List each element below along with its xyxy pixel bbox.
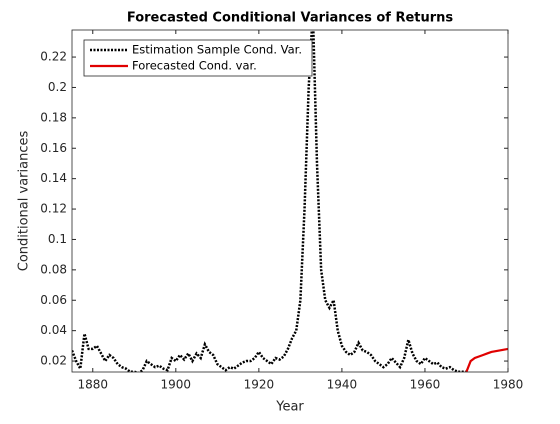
- y-tick-label: 0.04: [40, 323, 67, 337]
- y-tick-label: 0.08: [40, 262, 67, 276]
- y-tick-label: 0.16: [40, 141, 67, 155]
- y-tick-label: 0.02: [40, 354, 67, 368]
- chart-title: Forecasted Conditional Variances of Retu…: [127, 11, 454, 26]
- x-tick-label: 1960: [410, 378, 441, 392]
- legend-label: Forecasted Cond. var.: [132, 59, 257, 73]
- y-tick-label: 0.14: [40, 171, 67, 185]
- y-tick-label: 0.2: [48, 80, 67, 94]
- x-tick-label: 1880: [77, 378, 108, 392]
- y-tick-label: 0.1: [48, 232, 67, 246]
- plot-area: [72, 30, 508, 372]
- y-tick-label: 0.06: [40, 293, 67, 307]
- series-group: [72, 30, 508, 372]
- legend-label: Estimation Sample Cond. Var.: [132, 43, 302, 57]
- x-tick-label: 1900: [161, 378, 192, 392]
- x-tick-label: 1920: [244, 378, 275, 392]
- x-tick-label: 1940: [327, 378, 358, 392]
- y-tick-label: 0.22: [40, 50, 67, 64]
- y-axis-label: Conditional variances: [17, 131, 32, 272]
- axes-box: [71, 29, 509, 373]
- x-tick-label: 1980: [493, 378, 524, 392]
- y-tick-label: 0.18: [40, 110, 67, 124]
- y-tick-label: 0.12: [40, 202, 67, 216]
- series-line: [72, 30, 467, 372]
- legend-box: [83, 39, 313, 77]
- series-line: [465, 347, 508, 372]
- x-axis-label: Year: [275, 400, 304, 415]
